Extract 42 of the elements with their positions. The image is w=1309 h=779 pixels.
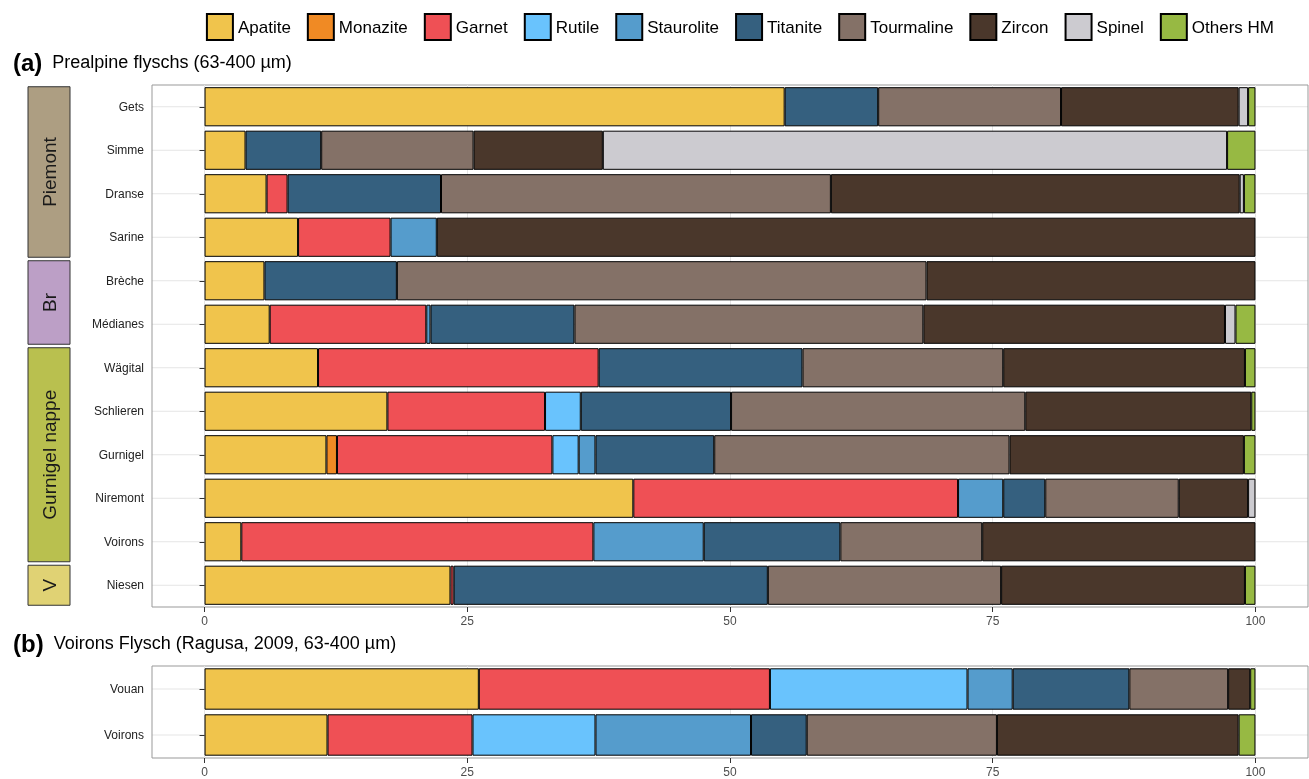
legend-label: Monazite (338, 17, 408, 37)
x-tick-label: 100 (1245, 614, 1266, 628)
bar (204, 565, 451, 605)
legend-label: Spinel (1096, 17, 1144, 37)
text: Br (38, 292, 60, 312)
y-tick-label: Vouan (109, 682, 144, 696)
chart-title: (a) Prealpine flyschs (63-400 µm) (13, 48, 292, 76)
bar (1243, 174, 1256, 214)
y-tick-label: Schlieren (93, 404, 144, 419)
y-tick-label: Brèche (105, 273, 145, 288)
y-tick-label: Voirons (103, 534, 144, 549)
text: Gurnigel nappe (38, 389, 60, 520)
text: Piemont (38, 136, 60, 207)
y-tick-label: Dranse (105, 186, 145, 201)
legend-label: Zircon (1001, 17, 1049, 37)
legend-label: Staurolite (647, 17, 720, 37)
x-tick-label: 75 (986, 614, 1000, 628)
legend-label: Titanite (767, 17, 823, 37)
x-tick-label: 50 (723, 765, 737, 779)
legend-label: Rutile (555, 17, 600, 37)
y-tick-label: Voirons (103, 728, 144, 742)
chart-title: (b) Voirons Flysch (Ragusa, 2009, 63-400 µm) (13, 629, 397, 657)
legend-label: Garnet (455, 17, 509, 37)
x-tick-label: 25 (460, 614, 475, 628)
x-tick-label: 25 (460, 765, 475, 779)
x-tick-label: 0 (201, 765, 209, 779)
x-tick-label: 50 (723, 614, 737, 628)
y-tick-label: Niremont (95, 491, 145, 506)
legend-label: Others HM (1191, 17, 1275, 37)
x-tick-label: 75 (986, 765, 1000, 779)
y-tick-label: Sarine (109, 230, 145, 245)
y-tick-label: Niesen (106, 578, 144, 593)
legend-label: Apatite (237, 17, 291, 37)
legend-label: Tourmaline (870, 17, 954, 37)
y-tick-label: Wägital (103, 360, 144, 375)
text: V (38, 578, 60, 592)
y-tick-label: Gets (118, 99, 144, 114)
y-tick-label: Gurnigel (98, 447, 144, 462)
x-tick-label: 0 (201, 614, 209, 628)
y-tick-label: Simme (106, 143, 145, 158)
y-tick-label: Médianes (91, 317, 144, 332)
x-tick-label: 100 (1245, 765, 1266, 779)
